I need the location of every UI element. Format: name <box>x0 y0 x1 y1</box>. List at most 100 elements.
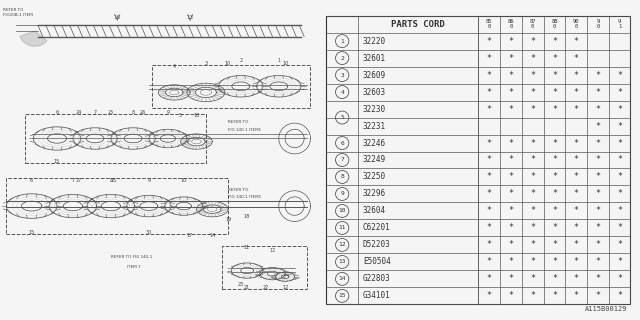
Text: *: * <box>573 53 579 63</box>
Text: *: * <box>530 71 535 80</box>
Text: *: * <box>617 292 622 300</box>
Text: *: * <box>487 172 492 181</box>
Text: *: * <box>617 223 622 232</box>
Text: *: * <box>487 156 492 164</box>
Text: *: * <box>530 292 535 300</box>
Text: *: * <box>573 240 579 249</box>
Text: *: * <box>509 257 513 267</box>
Text: *: * <box>552 223 557 232</box>
Text: 21: 21 <box>244 285 250 290</box>
Text: 13: 13 <box>187 15 193 20</box>
Text: *: * <box>552 53 557 63</box>
Text: *: * <box>530 275 535 284</box>
Text: *: * <box>552 71 557 80</box>
Text: 6: 6 <box>340 140 344 146</box>
Text: *: * <box>530 139 535 148</box>
Text: *: * <box>530 206 535 215</box>
Text: 10: 10 <box>225 61 231 66</box>
Text: *: * <box>552 139 557 148</box>
Text: *: * <box>617 172 622 181</box>
Text: *: * <box>509 53 513 63</box>
Text: *: * <box>617 189 622 198</box>
Text: *: * <box>552 36 557 45</box>
Text: *: * <box>617 257 622 267</box>
Text: *: * <box>617 122 622 131</box>
Text: *: * <box>530 53 535 63</box>
Text: *: * <box>573 275 579 284</box>
Text: 22: 22 <box>263 285 269 290</box>
Text: *: * <box>573 189 579 198</box>
Text: *: * <box>530 88 535 97</box>
Text: 11: 11 <box>339 226 346 230</box>
Text: *: * <box>509 139 513 148</box>
Text: 2: 2 <box>239 58 243 63</box>
Text: 1: 1 <box>340 39 344 44</box>
Text: *: * <box>595 88 600 97</box>
Text: *: * <box>573 206 579 215</box>
Text: 14: 14 <box>209 233 216 238</box>
Text: *: * <box>573 88 579 97</box>
Text: *: * <box>617 206 622 215</box>
Text: *: * <box>552 257 557 267</box>
Text: 1: 1 <box>277 58 280 63</box>
Text: *: * <box>530 156 535 164</box>
Text: 8: 8 <box>109 178 113 182</box>
Text: *: * <box>487 36 492 45</box>
Text: G22803: G22803 <box>363 275 390 284</box>
Text: *: * <box>530 223 535 232</box>
Text: 10: 10 <box>193 113 200 118</box>
Text: *: * <box>617 105 622 114</box>
Text: 32230: 32230 <box>363 105 386 114</box>
Text: *: * <box>552 156 557 164</box>
Text: REFER TO: REFER TO <box>3 8 24 12</box>
Text: *: * <box>487 105 492 114</box>
Text: *: * <box>617 275 622 284</box>
Text: *: * <box>552 189 557 198</box>
Text: 12: 12 <box>269 248 276 253</box>
Text: 85
0: 85 0 <box>486 20 493 29</box>
Text: 88
0: 88 0 <box>551 20 557 29</box>
Text: *: * <box>573 36 579 45</box>
Text: 15: 15 <box>29 230 35 235</box>
Text: *: * <box>573 139 579 148</box>
Text: *: * <box>487 71 492 80</box>
Text: 25: 25 <box>108 110 114 115</box>
Text: 19: 19 <box>225 218 231 222</box>
Text: *: * <box>617 88 622 97</box>
Text: 11: 11 <box>244 245 250 250</box>
Text: 32603: 32603 <box>363 88 386 97</box>
Text: *: * <box>509 36 513 45</box>
Text: *: * <box>530 172 535 181</box>
Text: *: * <box>595 105 600 114</box>
Text: *: * <box>509 156 513 164</box>
Text: *: * <box>617 71 622 80</box>
Text: *: * <box>595 122 600 131</box>
Text: *: * <box>573 223 579 232</box>
Text: *: * <box>509 172 513 181</box>
Text: 27: 27 <box>76 178 83 182</box>
Text: REFER TO: REFER TO <box>228 188 248 192</box>
Text: 4: 4 <box>340 90 344 94</box>
Text: 7: 7 <box>93 110 97 115</box>
Text: 23: 23 <box>237 282 244 287</box>
Text: REFER TO FIG 140-1: REFER TO FIG 140-1 <box>111 255 152 259</box>
Text: *: * <box>487 223 492 232</box>
Text: *: * <box>617 156 622 164</box>
Text: *: * <box>487 88 492 97</box>
Text: *: * <box>573 71 579 80</box>
Text: *: * <box>509 223 513 232</box>
Text: 12: 12 <box>339 243 346 247</box>
Text: FIG 140-1 ITEM1: FIG 140-1 ITEM1 <box>228 128 261 132</box>
Text: *: * <box>573 156 579 164</box>
Text: 5: 5 <box>340 115 344 120</box>
Text: *: * <box>595 139 600 148</box>
Text: 15: 15 <box>54 159 60 164</box>
Text: 14: 14 <box>339 276 346 281</box>
Text: *: * <box>573 292 579 300</box>
Text: 6: 6 <box>30 178 33 182</box>
Text: 8: 8 <box>131 110 134 115</box>
Text: E50504: E50504 <box>363 257 390 267</box>
Text: 7: 7 <box>340 157 344 163</box>
Text: *: * <box>509 206 513 215</box>
Text: 17: 17 <box>187 233 193 238</box>
